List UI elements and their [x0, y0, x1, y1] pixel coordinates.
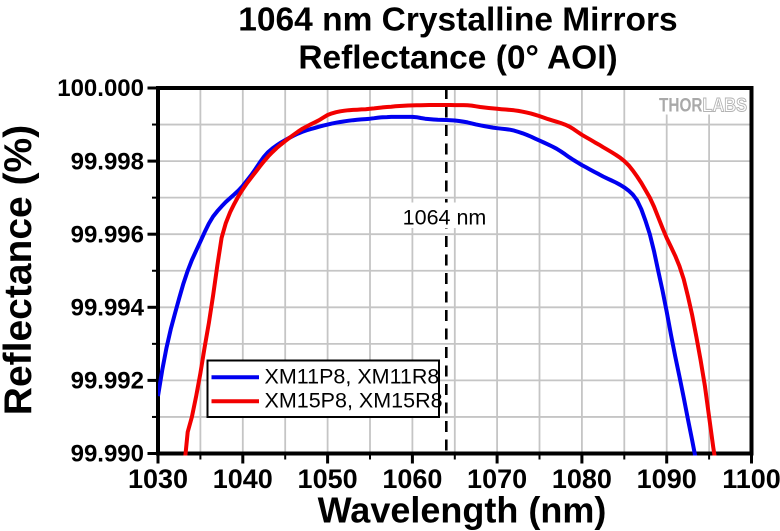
svg-text:99.992: 99.992 — [71, 368, 144, 395]
svg-text:1080: 1080 — [552, 464, 612, 494]
svg-text:99.998: 99.998 — [71, 148, 144, 175]
svg-text:1090: 1090 — [637, 464, 697, 494]
svg-text:1050: 1050 — [298, 464, 358, 494]
svg-text:99.994: 99.994 — [71, 295, 145, 322]
svg-text:Wavelength (nm): Wavelength (nm) — [318, 490, 607, 531]
svg-text:Reflectance (0° AOI): Reflectance (0° AOI) — [298, 40, 617, 77]
svg-text:THOR: THOR — [659, 96, 703, 117]
svg-text:XM11P8, XM11R8: XM11P8, XM11R8 — [265, 365, 440, 389]
svg-text:1064 nm Crystalline Mirrors: 1064 nm Crystalline Mirrors — [238, 2, 677, 39]
svg-text:1040: 1040 — [213, 464, 273, 494]
svg-text:Reflectance (%): Reflectance (%) — [0, 125, 40, 415]
svg-text:1030: 1030 — [128, 464, 188, 494]
svg-text:99.996: 99.996 — [71, 221, 144, 248]
svg-text:1070: 1070 — [467, 464, 527, 494]
svg-text:100.000: 100.000 — [57, 75, 144, 102]
svg-text:1100: 1100 — [722, 464, 780, 494]
svg-text:1064 nm: 1064 nm — [403, 206, 487, 230]
svg-text:99.990: 99.990 — [71, 441, 144, 468]
svg-text:1060: 1060 — [382, 464, 442, 494]
svg-text:LABS: LABS — [703, 96, 748, 117]
svg-text:XM15P8, XM15R8: XM15P8, XM15R8 — [265, 389, 443, 413]
